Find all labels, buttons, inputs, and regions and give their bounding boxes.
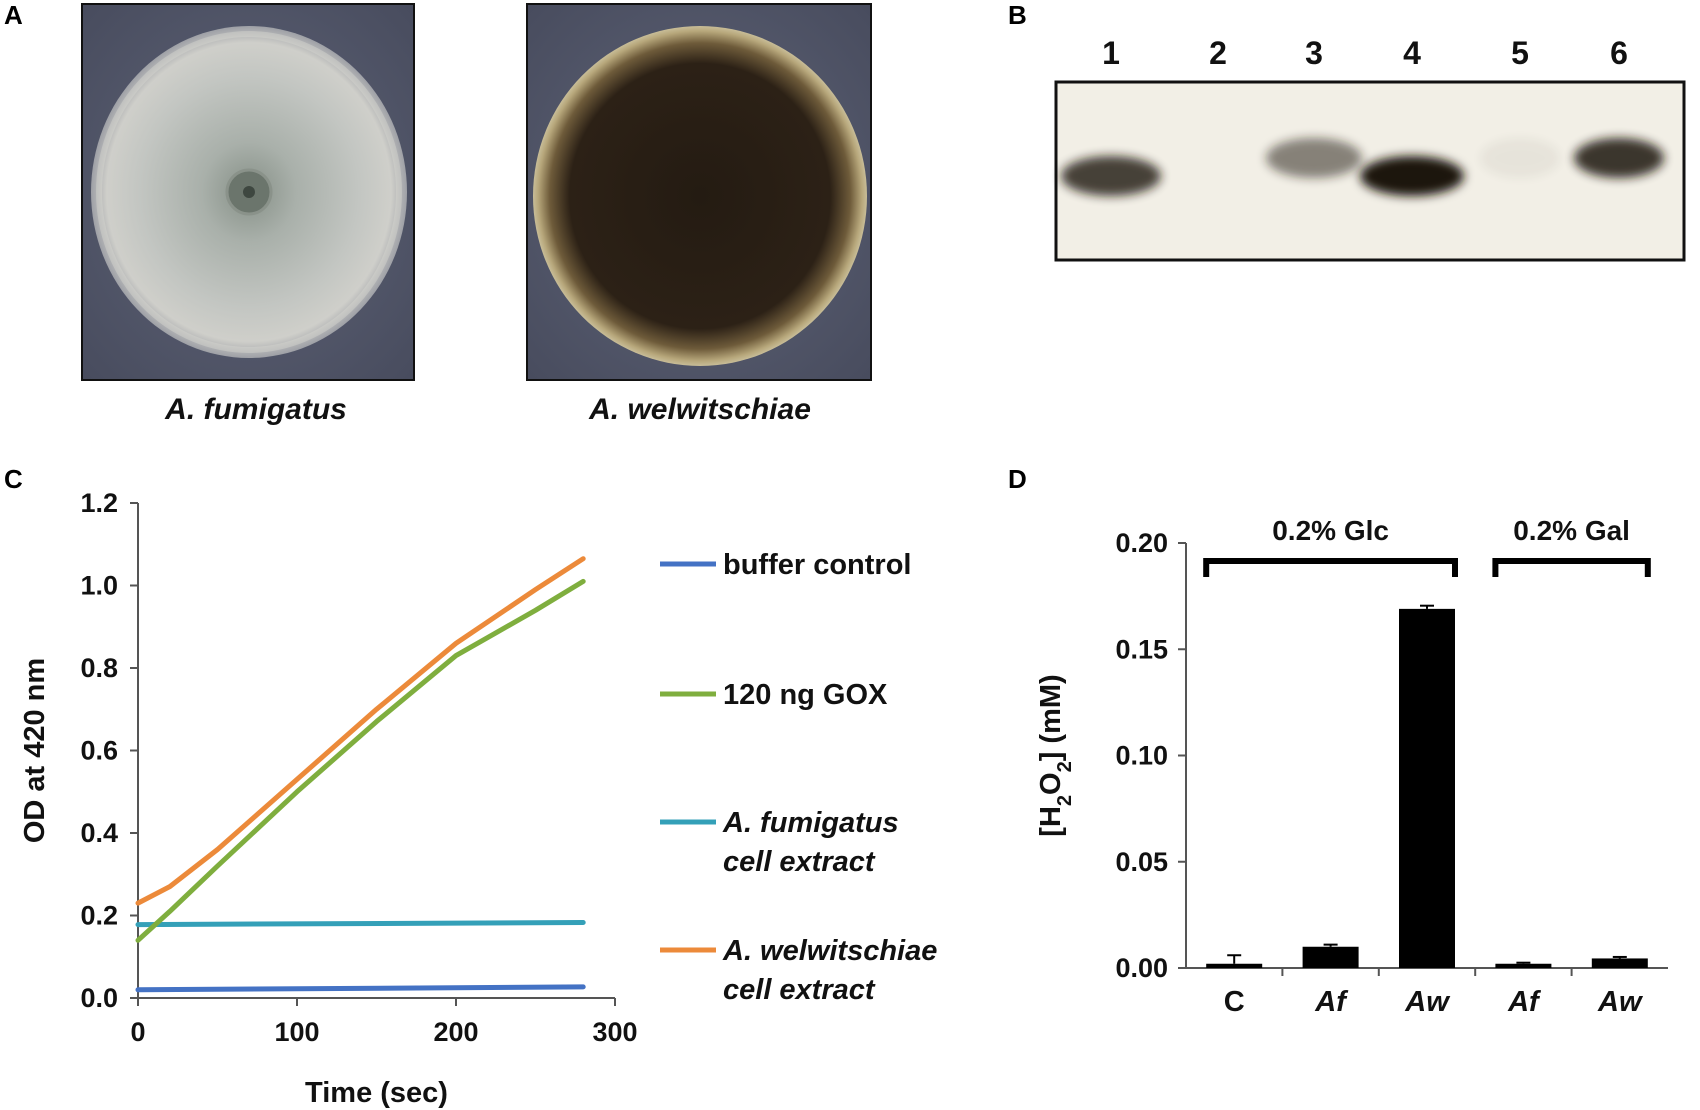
blot-band (1360, 156, 1464, 196)
y-axis-title-part: O (1035, 772, 1067, 795)
photo-a-welwitschiae (526, 3, 872, 381)
y-tick-label: 0.05 (1115, 847, 1168, 877)
group-bracket (1203, 558, 1458, 577)
series-line (135, 984, 586, 993)
legend-entry: A. welwitschiae (722, 935, 937, 967)
blot-band (1574, 138, 1664, 178)
y-axis-title: [H2O2] (mM) (1035, 674, 1076, 836)
y-tick-label: 1.0 (80, 571, 118, 601)
category-label: Aw (1597, 986, 1644, 1018)
category-label: Af (1507, 986, 1542, 1018)
blot-band (1480, 138, 1560, 178)
bar (1591, 958, 1648, 968)
lane-label: 5 (1511, 35, 1529, 71)
y-tick-label: 0.4 (80, 818, 118, 848)
y-tick-label: 0.00 (1115, 953, 1168, 983)
blot-bands (1061, 138, 1664, 196)
x-tick-label: 0 (130, 1017, 145, 1047)
bar (1495, 963, 1552, 968)
panel-a-label: A (4, 0, 23, 30)
chart-d-h2o2-bars: 0.000.050.100.150.20C Af Aw Af Aw[H2O2] (mM)… (1035, 515, 1668, 1018)
y-tick-label: 0.20 (1115, 528, 1168, 558)
lane-label: 1 (1102, 35, 1120, 71)
series-line (135, 578, 586, 943)
y-tick-label: 0.10 (1115, 741, 1168, 771)
x-tick-label: 200 (433, 1017, 478, 1047)
y-axis-title-part: 2 (1054, 761, 1076, 772)
x-tick-label: 300 (592, 1017, 637, 1047)
blot-band (1266, 138, 1362, 178)
x-tick-label: 100 (274, 1017, 319, 1047)
y-tick-label: 0.2 (80, 901, 118, 931)
caption-a-fumigatus: A. fumigatus (164, 393, 347, 426)
caption-a-welwitschiae: A. welwitschiae (588, 393, 811, 426)
legend-entry: A. fumigatus (722, 807, 899, 839)
category-label: Af (1314, 986, 1349, 1018)
lane-labels: 1 2 3 4 5 6 (1102, 35, 1628, 71)
group-label: 0.2% Glc (1272, 515, 1389, 546)
series-line (135, 556, 586, 906)
bar (1302, 946, 1359, 968)
y-axis-title-part: ] (mM) (1035, 674, 1067, 761)
photo-a-fumigatus (81, 3, 415, 381)
panel-b-label: B (1008, 0, 1027, 30)
panel-d-label: D (1008, 464, 1027, 494)
y-tick-label: 0.15 (1115, 634, 1168, 664)
panel-c-label: C (4, 464, 23, 494)
y-axis-title-part: 2 (1054, 795, 1076, 806)
y-axis-title-part: [H (1035, 806, 1067, 837)
lane-label: 6 (1610, 35, 1628, 71)
legend-entry: 120 ng GOX (723, 679, 888, 711)
chart-c-od-time: 0.0 0.2 0.4 0.6 0.8 1.0 1.2 0 100 200 300 Time (sec… (19, 488, 937, 1109)
legend-entry: buffer control (723, 549, 912, 581)
group-bracket (1492, 558, 1651, 577)
y-tick-label: 0.8 (80, 653, 118, 683)
lane-label: 4 (1403, 35, 1421, 71)
y-tick-label: 1.2 (80, 488, 118, 518)
lane-label: 3 (1305, 35, 1323, 71)
category-label: Aw (1404, 986, 1451, 1018)
bar (1399, 608, 1455, 968)
y-tick-label: 0.0 (80, 983, 118, 1013)
series-line (135, 920, 586, 928)
y-tick-label: 0.6 (80, 736, 118, 766)
blot-band (1061, 156, 1161, 196)
y-axis-title: OD at 420 nm (19, 658, 51, 843)
x-axis-title: Time (sec) (305, 1077, 448, 1109)
category-label: C (1224, 986, 1245, 1018)
group-label: 0.2% Gal (1513, 515, 1630, 546)
legend-entry: cell extract (723, 846, 876, 878)
legend-entry: cell extract (723, 974, 876, 1006)
lane-label: 2 (1209, 35, 1227, 71)
bar (1206, 963, 1263, 968)
